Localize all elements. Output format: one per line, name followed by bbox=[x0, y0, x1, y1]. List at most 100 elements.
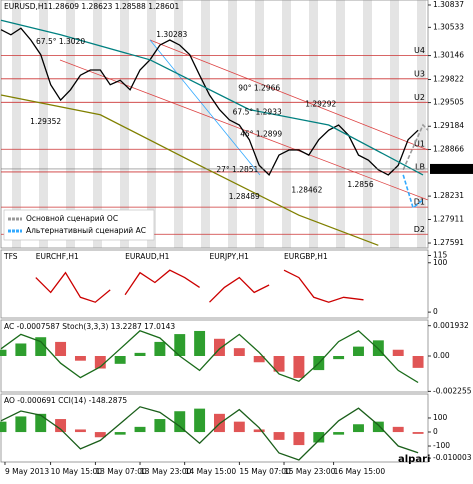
y-tick-label: 0 bbox=[433, 427, 438, 436]
series-line bbox=[0, 406, 419, 461]
x-tick-label: 13 May 23:00 bbox=[140, 467, 192, 476]
series-line bbox=[402, 174, 424, 210]
fan-line bbox=[149, 39, 261, 176]
annotation: 1.29352 bbox=[30, 117, 61, 126]
y-tick-label: 100 bbox=[433, 258, 448, 267]
current-price-box bbox=[430, 163, 473, 174]
series-line bbox=[283, 269, 364, 303]
session-stripe bbox=[66, 0, 75, 248]
bar bbox=[214, 338, 225, 356]
session-stripe bbox=[390, 0, 399, 248]
bar bbox=[74, 356, 86, 361]
y-tick-label: 1.28866 bbox=[433, 145, 464, 154]
panel-title: EURUSD,H1 bbox=[4, 2, 48, 11]
series-label: EURJPY,H1 bbox=[210, 252, 250, 261]
bar bbox=[392, 349, 404, 356]
annotation: 67.5° 1.3020 bbox=[36, 37, 85, 46]
y-tick-label: 1.29184 bbox=[433, 121, 464, 130]
annotation: 27° 1.2851 bbox=[216, 165, 258, 174]
x-tick-label: 9 May 2013 bbox=[5, 467, 49, 476]
panel-frame bbox=[0, 0, 429, 249]
bar bbox=[0, 421, 7, 433]
session-stripe bbox=[228, 0, 237, 248]
level-label: D2 bbox=[414, 225, 425, 234]
y-tick-label: 0.00 bbox=[433, 351, 450, 360]
channel-lines bbox=[59, 39, 429, 201]
panel-frame bbox=[0, 249, 429, 319]
annotation: 67.5° 1.2933 bbox=[233, 108, 282, 117]
y-tick-label: 1.29822 bbox=[433, 74, 464, 83]
bar bbox=[94, 432, 106, 438]
level-label: LB bbox=[415, 162, 425, 171]
session-stripe bbox=[39, 0, 48, 248]
series-label: EURAUD,H1 bbox=[125, 252, 170, 261]
session-stripe bbox=[417, 0, 426, 248]
bar bbox=[194, 408, 206, 433]
y-tick-label: 100 bbox=[433, 413, 448, 422]
panel-title: AO -0.000691 CCI(14) -148.2875 bbox=[4, 396, 127, 405]
level-label: U4 bbox=[414, 46, 425, 55]
bar bbox=[35, 337, 47, 356]
bar bbox=[333, 356, 345, 360]
y-tick-label: 1.30146 bbox=[433, 51, 464, 60]
bar bbox=[0, 349, 7, 356]
y-tick-label: -0.010003 bbox=[433, 453, 472, 462]
bar bbox=[134, 426, 146, 433]
y-tick-label: 1.30837 bbox=[433, 0, 464, 9]
bar bbox=[273, 432, 285, 440]
bar bbox=[114, 356, 126, 364]
series-label: EURGBP,H1 bbox=[284, 252, 328, 261]
bar bbox=[154, 341, 166, 356]
y-tick-label: 115 bbox=[433, 250, 448, 259]
current-price-label: 1.28601 bbox=[433, 164, 464, 173]
panel-title: AC -0.0007587 Stoch(3,3,3) 13.2287 17.01… bbox=[4, 322, 175, 331]
series-line bbox=[0, 94, 379, 246]
y-tick-label: 1.27591 bbox=[433, 238, 464, 247]
bar bbox=[55, 419, 67, 433]
annotation: 90° 1.2966 bbox=[238, 83, 280, 92]
bar bbox=[194, 330, 206, 356]
x-tick-label: 15 May 23:00 bbox=[284, 467, 336, 476]
x-tick-label: 13 May 07:00 bbox=[95, 467, 147, 476]
legend-label: Основной сценарий ОС bbox=[26, 214, 118, 223]
panel-subtitle: 1.28609 1.28623 1.28588 1.28601 bbox=[48, 2, 179, 11]
series-line bbox=[0, 330, 419, 384]
annotation: 1.28489 bbox=[229, 192, 260, 201]
bar bbox=[353, 424, 364, 433]
panel-title: TFS bbox=[3, 252, 18, 261]
bar bbox=[313, 432, 325, 443]
session-stripe bbox=[93, 0, 102, 248]
y-tick-label: 0.001932 bbox=[433, 321, 469, 330]
channel-line bbox=[59, 59, 429, 201]
y-tick-label: 1.27911 bbox=[433, 215, 464, 224]
session-shading bbox=[12, 0, 426, 248]
series-line bbox=[402, 123, 429, 171]
bar bbox=[293, 356, 305, 378]
session-stripe bbox=[336, 0, 345, 248]
bar bbox=[35, 413, 47, 433]
bar bbox=[412, 356, 424, 368]
annotation: 45° 1.2899 bbox=[240, 130, 282, 139]
bar bbox=[293, 432, 305, 446]
session-stripe bbox=[201, 0, 210, 248]
level-label: U2 bbox=[414, 93, 425, 102]
bar bbox=[412, 432, 424, 434]
session-stripe bbox=[12, 0, 21, 248]
x-tick-label: 15 May 07:00 bbox=[239, 467, 291, 476]
series-line bbox=[209, 276, 270, 303]
session-stripe bbox=[147, 0, 156, 248]
legend-box bbox=[3, 209, 155, 241]
x-tick-label: 14 May 15:00 bbox=[185, 467, 237, 476]
bar bbox=[392, 426, 404, 433]
bar bbox=[353, 346, 364, 356]
bar bbox=[333, 432, 345, 435]
bar bbox=[253, 356, 265, 363]
y-tick-label: -100 bbox=[433, 441, 450, 450]
annotation: 1.28462 bbox=[291, 185, 322, 194]
series-label: EURCHF,H1 bbox=[36, 252, 79, 261]
bar bbox=[174, 411, 186, 433]
x-tick-label: 10 May 15:00 bbox=[51, 467, 103, 476]
level-label: U3 bbox=[414, 69, 425, 78]
session-stripe bbox=[282, 0, 291, 248]
